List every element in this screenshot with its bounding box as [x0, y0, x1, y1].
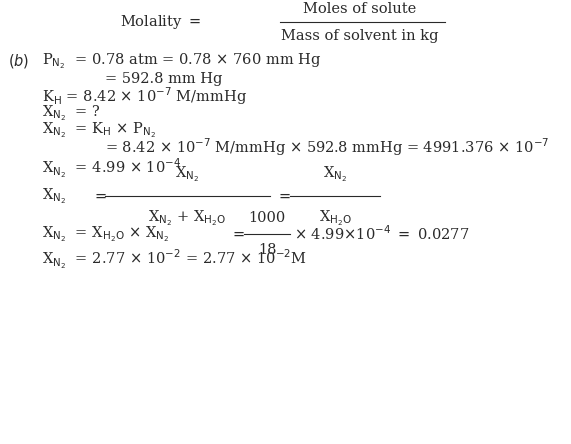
- Text: X$_{\rm N_2}$: X$_{\rm N_2}$: [323, 164, 347, 184]
- Text: $=$: $=$: [276, 189, 291, 203]
- Text: Molality $=$: Molality $=$: [120, 13, 201, 31]
- Text: $(b)$: $(b)$: [8, 52, 29, 70]
- Text: 18: 18: [258, 243, 276, 257]
- Text: X$_{\rm N_2}$ + X$_{\rm H_2O}$: X$_{\rm N_2}$ + X$_{\rm H_2O}$: [148, 208, 227, 228]
- Text: $=$: $=$: [92, 189, 107, 203]
- Text: X$_{\rm N_2}$  = K$_{\rm H}$ $\times$ P$_{\rm N_2}$: X$_{\rm N_2}$ = K$_{\rm H}$ $\times$ P$_…: [42, 120, 156, 140]
- Text: X$_{\rm N_2}$  = 4.99 $\times$ 10$^{-4}$: X$_{\rm N_2}$ = 4.99 $\times$ 10$^{-4}$: [42, 156, 181, 180]
- Text: Moles of solute: Moles of solute: [303, 2, 417, 16]
- Text: X$_{\rm N_2}$  = 2.77 $\times$ 10$^{-2}$ = 2.77 $\times$ 10$^{-2}$M: X$_{\rm N_2}$ = 2.77 $\times$ 10$^{-2}$ …: [42, 247, 307, 271]
- Text: Mass of solvent in kg: Mass of solvent in kg: [282, 29, 439, 43]
- Text: = 592.8 mm Hg: = 592.8 mm Hg: [105, 72, 222, 86]
- Text: X$_{\rm H_2O}$: X$_{\rm H_2O}$: [319, 208, 351, 228]
- Text: X$_{\rm N_2}$: X$_{\rm N_2}$: [42, 186, 66, 206]
- Text: X$_{\rm N_2}$  = X$_{\rm H_2O}$ $\times$ X$_{\rm N_2}$: X$_{\rm N_2}$ = X$_{\rm H_2O}$ $\times$ …: [42, 224, 170, 244]
- Text: P$_{\rm N_2}$  = 0.78 atm = 0.78 $\times$ 760 mm Hg: P$_{\rm N_2}$ = 0.78 atm = 0.78 $\times$…: [42, 51, 321, 71]
- Text: X$_{\rm N_2}$: X$_{\rm N_2}$: [175, 164, 200, 184]
- Text: = 8.42 $\times$ 10$^{-7}$ M/mmHg $\times$ 592.8 mmHg = 4991.376 $\times$ 10$^{-7: = 8.42 $\times$ 10$^{-7}$ M/mmHg $\times…: [105, 136, 549, 158]
- Text: 1000: 1000: [248, 211, 286, 225]
- Text: K$_{\rm H}$ = 8.42 $\times$ 10$^{-7}$ M/mmHg: K$_{\rm H}$ = 8.42 $\times$ 10$^{-7}$ M/…: [42, 85, 247, 107]
- Text: $=$: $=$: [230, 227, 246, 241]
- Text: $\times$ 4.99$\times$10$^{-4}$ $=$ 0.0277: $\times$ 4.99$\times$10$^{-4}$ $=$ 0.027…: [294, 225, 470, 243]
- Text: X$_{\rm N_2}$  = ?: X$_{\rm N_2}$ = ?: [42, 103, 101, 123]
